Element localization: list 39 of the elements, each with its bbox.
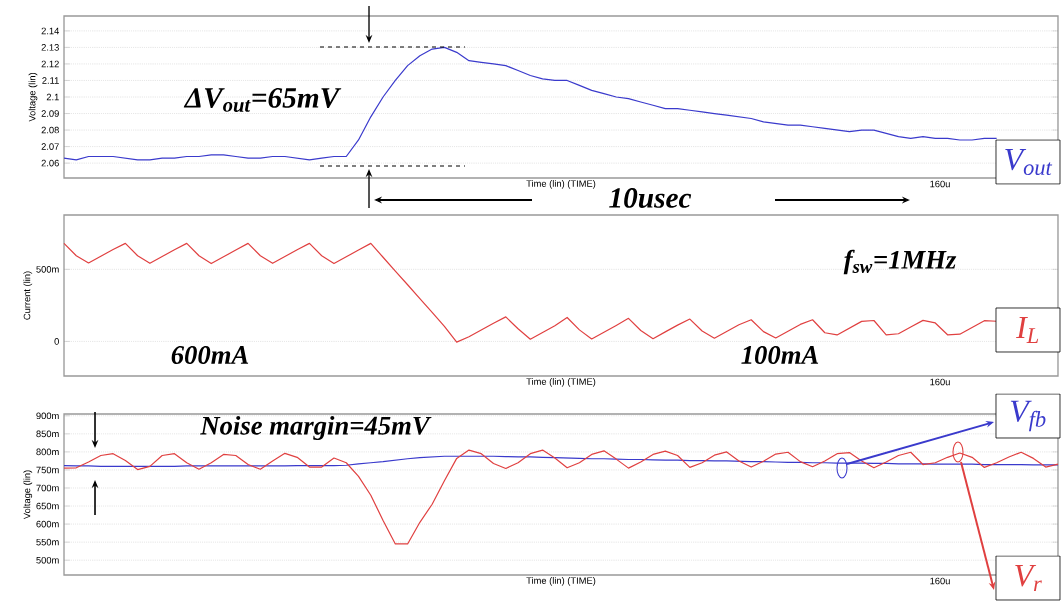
y-tick-label: 750m — [36, 466, 59, 474]
y-tick-label: 550m — [36, 538, 59, 546]
y-tick-label: 2.1 — [46, 93, 59, 101]
annotation: f$_{sw}$=1MHz — [843, 249, 957, 275]
y-tick-label: 2.11 — [42, 77, 59, 84]
annotation: ΔV$_{out}$=65mV — [183, 88, 342, 112]
y-tick-label: 2.12 — [41, 60, 59, 68]
y-tick-label: 2.13 — [41, 44, 59, 51]
series-label: I$_{L}$ — [1015, 317, 1039, 343]
y-tick-label: 600m — [36, 520, 59, 528]
text: 10usec — [609, 188, 692, 208]
y-axis-title: Voltage (lin) — [23, 470, 33, 520]
text: 160u — [930, 180, 950, 188]
annotation: 600mA — [171, 346, 249, 364]
series-label: V$_{out}$ — [1005, 148, 1053, 176]
x-axis-title: Time (lin) (TIME) — [526, 577, 596, 586]
text: 160u — [930, 577, 950, 585]
y-tick-label: 2.07 — [41, 143, 59, 150]
y-tick-label: 800m — [36, 448, 59, 456]
annotation: Noise margin=45mV — [200, 415, 432, 441]
y-tick-label: 500m — [36, 556, 59, 564]
y-tick-label: 2.09 — [41, 110, 59, 117]
legend-label: V$_{r}$ — [1015, 565, 1042, 591]
y-tick-label: 900m — [36, 412, 59, 420]
y-axis-title: Current (lin) — [23, 271, 33, 320]
y-tick-label: 2.06 — [41, 159, 59, 167]
annotation: 100mA — [741, 346, 819, 364]
y-tick-label: 850m — [36, 430, 59, 438]
y-tick-label: 2.14 — [41, 27, 60, 35]
x-axis-title: Time (lin) (TIME) — [526, 180, 596, 189]
x-axis-title: Time (lin) (TIME) — [526, 378, 596, 387]
y-tick-label: 500m — [36, 266, 59, 273]
y-tick-label: 650m — [36, 502, 59, 510]
y-tick-label: 0 — [54, 338, 59, 345]
y-tick-label: 700m — [36, 484, 59, 492]
y-tick-label: 2.08 — [41, 126, 59, 134]
y-axis-title: Voltage (lin) — [28, 72, 38, 122]
text: 160u — [930, 378, 950, 386]
legend-label: V$_{fb}$ — [1010, 400, 1046, 432]
